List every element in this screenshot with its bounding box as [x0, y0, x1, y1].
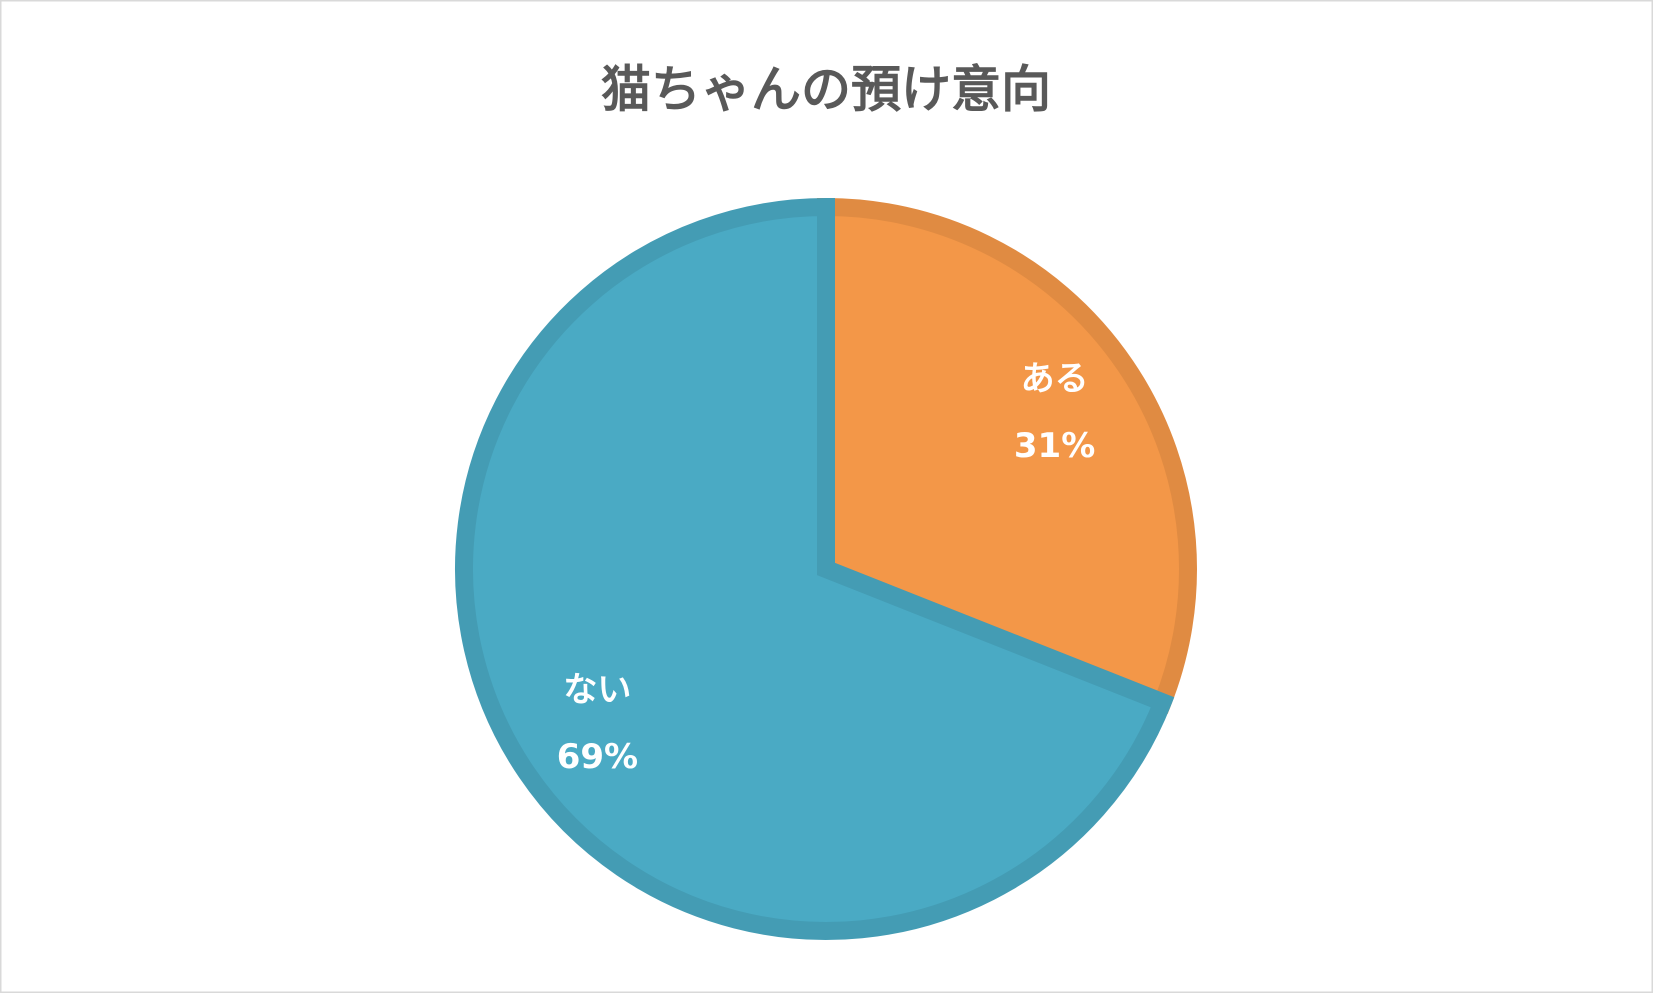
slice-label: ない — [563, 670, 631, 710]
chart-title: 猫ちゃんの預け意向 — [601, 61, 1051, 119]
value-label: 31% — [1014, 426, 1095, 466]
slice-label: ある — [1021, 359, 1089, 399]
pie-slice — [817, 197, 1197, 714]
value-label: 69% — [557, 737, 638, 777]
pie-slice — [455, 197, 1175, 940]
